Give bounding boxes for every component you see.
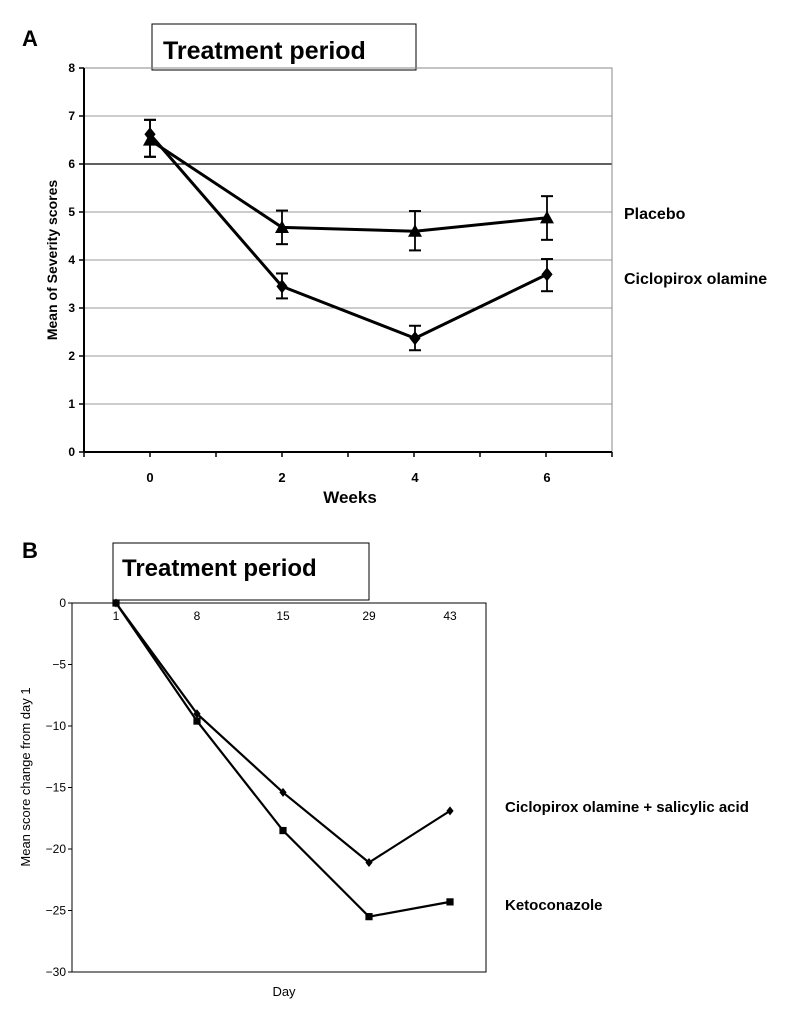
panel-b-letter: B	[22, 538, 38, 563]
panel-b-point-0	[446, 806, 454, 816]
panel-a-banner-box	[151, 23, 417, 71]
panel-b-ytick-label: −5	[52, 658, 66, 672]
panel-a-ylabel: Mean of Severity scores	[44, 180, 60, 341]
panel-b-point-1	[112, 599, 120, 607]
panel-a-point-1	[409, 331, 421, 346]
panel-a-ytick-label: 8	[68, 61, 75, 75]
panel-a-ytick-label: 5	[68, 205, 75, 219]
panel-b-xtick-label: 8	[194, 609, 201, 623]
panel-a-point-1	[144, 127, 156, 142]
panel-b-point-1	[279, 826, 287, 835]
panel-b-banner-box	[112, 542, 370, 601]
panel-a-xtick-label: 0	[146, 470, 153, 485]
panel-b: B Treatment period Mean score change fro…	[18, 538, 749, 999]
legend-label-placebo: Placebo	[624, 206, 686, 223]
panel-a-ytick-label: 3	[68, 301, 75, 315]
panel-b-series-line-1	[115, 602, 451, 918]
panel-a-point-1	[541, 267, 553, 282]
panel-a: A Treatment period Mean of Severity scor…	[22, 23, 767, 507]
panel-a-ytick-label: 4	[68, 253, 75, 267]
legend-label-ciclopirox-salicylic: Ciclopirox olamine + salicylic acid	[505, 799, 749, 816]
panel-a-ytick-label: 1	[68, 397, 75, 411]
panel-b-xtick-label: 1	[113, 609, 120, 623]
panel-b-point-0	[193, 709, 201, 719]
panel-a-point-0	[275, 220, 289, 233]
legend-label-ketoconazole: Ketoconazole	[505, 897, 603, 914]
panel-a-ytick-label: 7	[68, 109, 75, 123]
panel-b-point-1	[365, 913, 373, 921]
panel-a-point-0	[540, 210, 554, 224]
panel-b-series-line-0	[115, 602, 451, 864]
panel-a-point-1	[276, 279, 288, 294]
panel-a-series-line-1	[148, 133, 548, 340]
panel-b-ytick-label: −30	[46, 965, 67, 979]
panel-a-banner: Treatment period	[163, 37, 366, 65]
panel-a-xtick-label: 4	[411, 470, 419, 485]
panel-a-ytick-label: 6	[68, 157, 75, 171]
panel-a-letter: A	[22, 26, 38, 51]
panel-b-banner: Treatment period	[122, 555, 317, 582]
panel-b-ytick-label: −15	[46, 781, 67, 795]
panel-a-ytick-label: 2	[68, 349, 75, 363]
panel-a-ytick-label: 0	[68, 445, 75, 459]
panel-b-ytick-label: −25	[46, 904, 67, 918]
panel-b-ylabel: Mean score change from day 1	[18, 687, 33, 866]
panel-b-ytick-label: 0	[59, 596, 66, 610]
panel-a-xlabel: Weeks	[323, 488, 377, 507]
panel-b-ytick-label: −20	[46, 842, 67, 856]
panel-b-xtick-label: 43	[443, 609, 457, 623]
panel-a-xtick-label: 2	[278, 470, 285, 485]
panel-b-point-1	[193, 717, 201, 725]
panel-b-ytick-label: −10	[46, 719, 67, 733]
panel-b-point-0	[279, 787, 287, 797]
panel-b-xtick-label: 29	[362, 609, 376, 623]
legend-label-ciclopirox: Ciclopirox olamine	[624, 271, 767, 288]
panel-a-xtick-label: 6	[543, 470, 550, 485]
panel-b-xlabel: Day	[272, 984, 296, 999]
panel-b-point-1	[446, 898, 454, 906]
panel-b-xtick-label: 15	[276, 609, 290, 623]
panel-b-point-0	[365, 858, 373, 868]
panel-a-series-line-0	[149, 138, 548, 233]
panel-a-point-0	[408, 224, 422, 237]
